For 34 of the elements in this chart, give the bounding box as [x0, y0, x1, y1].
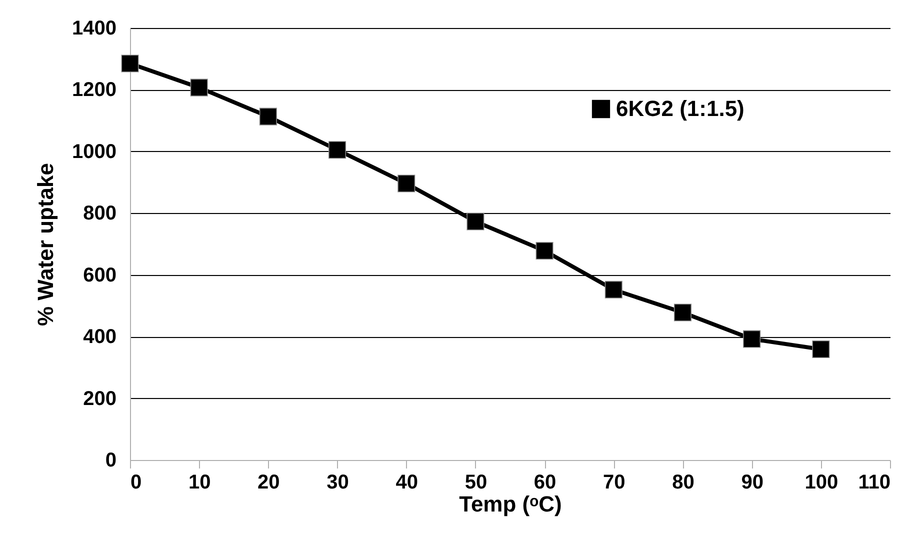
- x-tick-label: 60: [534, 472, 556, 494]
- y-tick-label: 1200: [72, 79, 116, 102]
- y-tick-label: 600: [83, 264, 116, 286]
- point: [259, 108, 277, 126]
- x-tick-label: 40: [396, 472, 418, 494]
- x-tick-label: 110: [858, 472, 890, 494]
- point: [536, 242, 554, 260]
- y-tick-label: 0: [105, 450, 116, 472]
- point: [398, 174, 416, 192]
- x-axis-title: Temp (ᵒC): [459, 492, 562, 516]
- point: [190, 78, 208, 96]
- x-tick-label: 90: [741, 472, 764, 494]
- legend-label: 6KG2 (1:1.5): [616, 96, 744, 121]
- x-tick-label: 0: [130, 472, 142, 494]
- point: [328, 141, 346, 159]
- x-tick-label: 30: [326, 472, 349, 494]
- y-tick-label: 400: [83, 326, 116, 348]
- x-tick-label: 100: [804, 472, 838, 494]
- x-tick-label: 10: [188, 472, 211, 494]
- x-tick-label: 80: [672, 472, 694, 494]
- y-tick-label: 1000: [72, 140, 116, 163]
- x-tick-label: 20: [258, 472, 280, 494]
- point: [812, 340, 830, 358]
- x-tick-label: 70: [603, 472, 626, 494]
- y-tick-label: 1400: [72, 18, 116, 40]
- y-tick-label: 800: [83, 202, 116, 225]
- point: [121, 54, 139, 72]
- x-tick-label: 50: [464, 472, 488, 494]
- y-tick-label: 200: [83, 388, 116, 410]
- point: [674, 304, 692, 322]
- y-axis-title: % Water uptake: [33, 162, 58, 326]
- point: [743, 330, 761, 348]
- point: [604, 280, 622, 298]
- point: [466, 212, 484, 230]
